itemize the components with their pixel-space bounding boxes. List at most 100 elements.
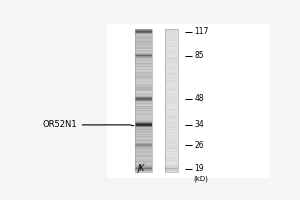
Bar: [135, 163, 152, 164]
Bar: [165, 148, 178, 149]
Bar: [135, 140, 152, 141]
Bar: [165, 41, 178, 42]
Bar: [165, 146, 178, 147]
Bar: [165, 94, 178, 95]
Bar: [135, 166, 152, 167]
Bar: [135, 133, 152, 134]
Bar: [135, 152, 152, 153]
Bar: [165, 118, 178, 119]
Bar: [135, 84, 152, 85]
Bar: [135, 82, 152, 83]
Bar: [135, 46, 152, 47]
Bar: [165, 122, 178, 123]
Bar: [165, 39, 178, 40]
Bar: [165, 139, 178, 140]
Bar: [135, 51, 152, 52]
Bar: [135, 40, 152, 41]
Bar: [165, 169, 178, 170]
Bar: [165, 144, 178, 145]
Bar: [135, 70, 152, 71]
Bar: [165, 32, 178, 33]
Bar: [165, 168, 178, 169]
Bar: [135, 73, 152, 74]
Bar: [135, 67, 152, 68]
Bar: [135, 79, 152, 80]
Bar: [165, 81, 178, 82]
Bar: [165, 101, 178, 102]
Bar: [165, 31, 178, 32]
Bar: [135, 150, 152, 151]
Bar: [135, 165, 152, 166]
Bar: [135, 120, 152, 121]
Bar: [165, 76, 178, 77]
Bar: [135, 159, 152, 160]
Bar: [165, 134, 178, 135]
Bar: [135, 139, 152, 140]
Bar: [165, 131, 178, 132]
Bar: [165, 123, 178, 124]
Bar: [135, 107, 152, 108]
Bar: [165, 51, 178, 52]
Bar: [135, 96, 152, 97]
Bar: [135, 168, 152, 169]
Bar: [135, 170, 152, 171]
Bar: [135, 122, 152, 123]
Bar: [135, 136, 152, 137]
Bar: [135, 31, 152, 32]
Bar: [165, 112, 178, 113]
Bar: [165, 46, 178, 47]
Bar: [165, 117, 178, 118]
Bar: [165, 157, 178, 158]
Bar: [165, 115, 178, 116]
Bar: [165, 100, 178, 101]
Bar: [165, 161, 178, 162]
Text: 48: 48: [194, 94, 204, 103]
Bar: [135, 54, 152, 55]
Bar: [165, 35, 178, 36]
Bar: [165, 130, 178, 131]
Bar: [165, 59, 178, 60]
Bar: [165, 56, 178, 57]
Bar: [165, 111, 178, 112]
Bar: [135, 131, 152, 132]
Bar: [135, 29, 152, 30]
Bar: [135, 49, 152, 50]
Bar: [165, 90, 178, 91]
Bar: [135, 169, 152, 170]
Bar: [135, 94, 152, 95]
Bar: [165, 33, 178, 34]
Bar: [135, 81, 152, 82]
Bar: [135, 151, 152, 152]
Bar: [165, 128, 178, 129]
Bar: [135, 92, 152, 93]
Bar: [165, 34, 178, 35]
Bar: [165, 94, 178, 95]
Bar: [165, 152, 178, 153]
Bar: [135, 130, 152, 131]
Bar: [135, 52, 152, 53]
Bar: [165, 91, 178, 92]
Bar: [165, 67, 178, 68]
Bar: [165, 150, 178, 151]
Bar: [135, 63, 152, 64]
Bar: [165, 154, 178, 155]
Bar: [165, 147, 178, 148]
Bar: [135, 114, 152, 115]
Bar: [135, 65, 152, 66]
Bar: [165, 63, 178, 64]
Bar: [135, 110, 152, 111]
Bar: [135, 88, 152, 89]
Bar: [135, 154, 152, 155]
Bar: [165, 156, 178, 157]
Text: JK: JK: [137, 164, 145, 173]
Text: OR52N1: OR52N1: [42, 120, 130, 129]
Bar: [165, 88, 178, 89]
Bar: [135, 116, 152, 117]
Bar: [135, 124, 152, 125]
Bar: [135, 36, 152, 37]
Bar: [165, 89, 178, 90]
Bar: [165, 49, 178, 50]
Bar: [165, 29, 178, 172]
Bar: [135, 80, 152, 81]
Bar: [165, 75, 178, 76]
